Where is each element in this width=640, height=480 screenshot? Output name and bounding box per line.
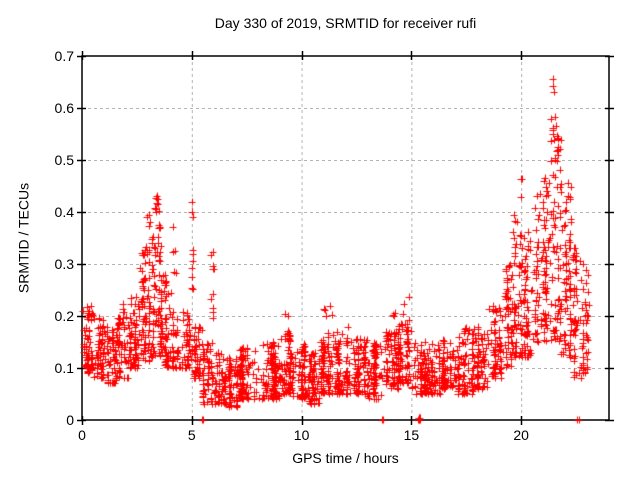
y-tick-label: 0: [66, 412, 74, 428]
chart-title: Day 330 of 2019, SRMTID for receiver ruf…: [214, 15, 477, 31]
x-axis-label: GPS time / hours: [292, 450, 399, 466]
y-tick-label: 0.6: [54, 100, 74, 116]
x-tick-label: 15: [403, 427, 420, 443]
y-tick-label: 0.4: [54, 204, 74, 220]
y-tick-label: 0.2: [54, 308, 74, 324]
x-tick-label: 20: [513, 427, 529, 443]
y-tick-label: 0.3: [54, 256, 74, 272]
y-tick-label: 0.1: [54, 360, 74, 376]
x-tick-label: 5: [187, 427, 196, 443]
scatter-points-canvas: [77, 51, 614, 425]
y-tick-label: 0.5: [54, 152, 74, 168]
y-tick-label: 0.7: [54, 48, 74, 64]
x-tick-label: 0: [78, 427, 86, 443]
x-tick-label: 10: [293, 427, 310, 443]
y-axis-label: SRMTID / TECUs: [15, 182, 32, 294]
